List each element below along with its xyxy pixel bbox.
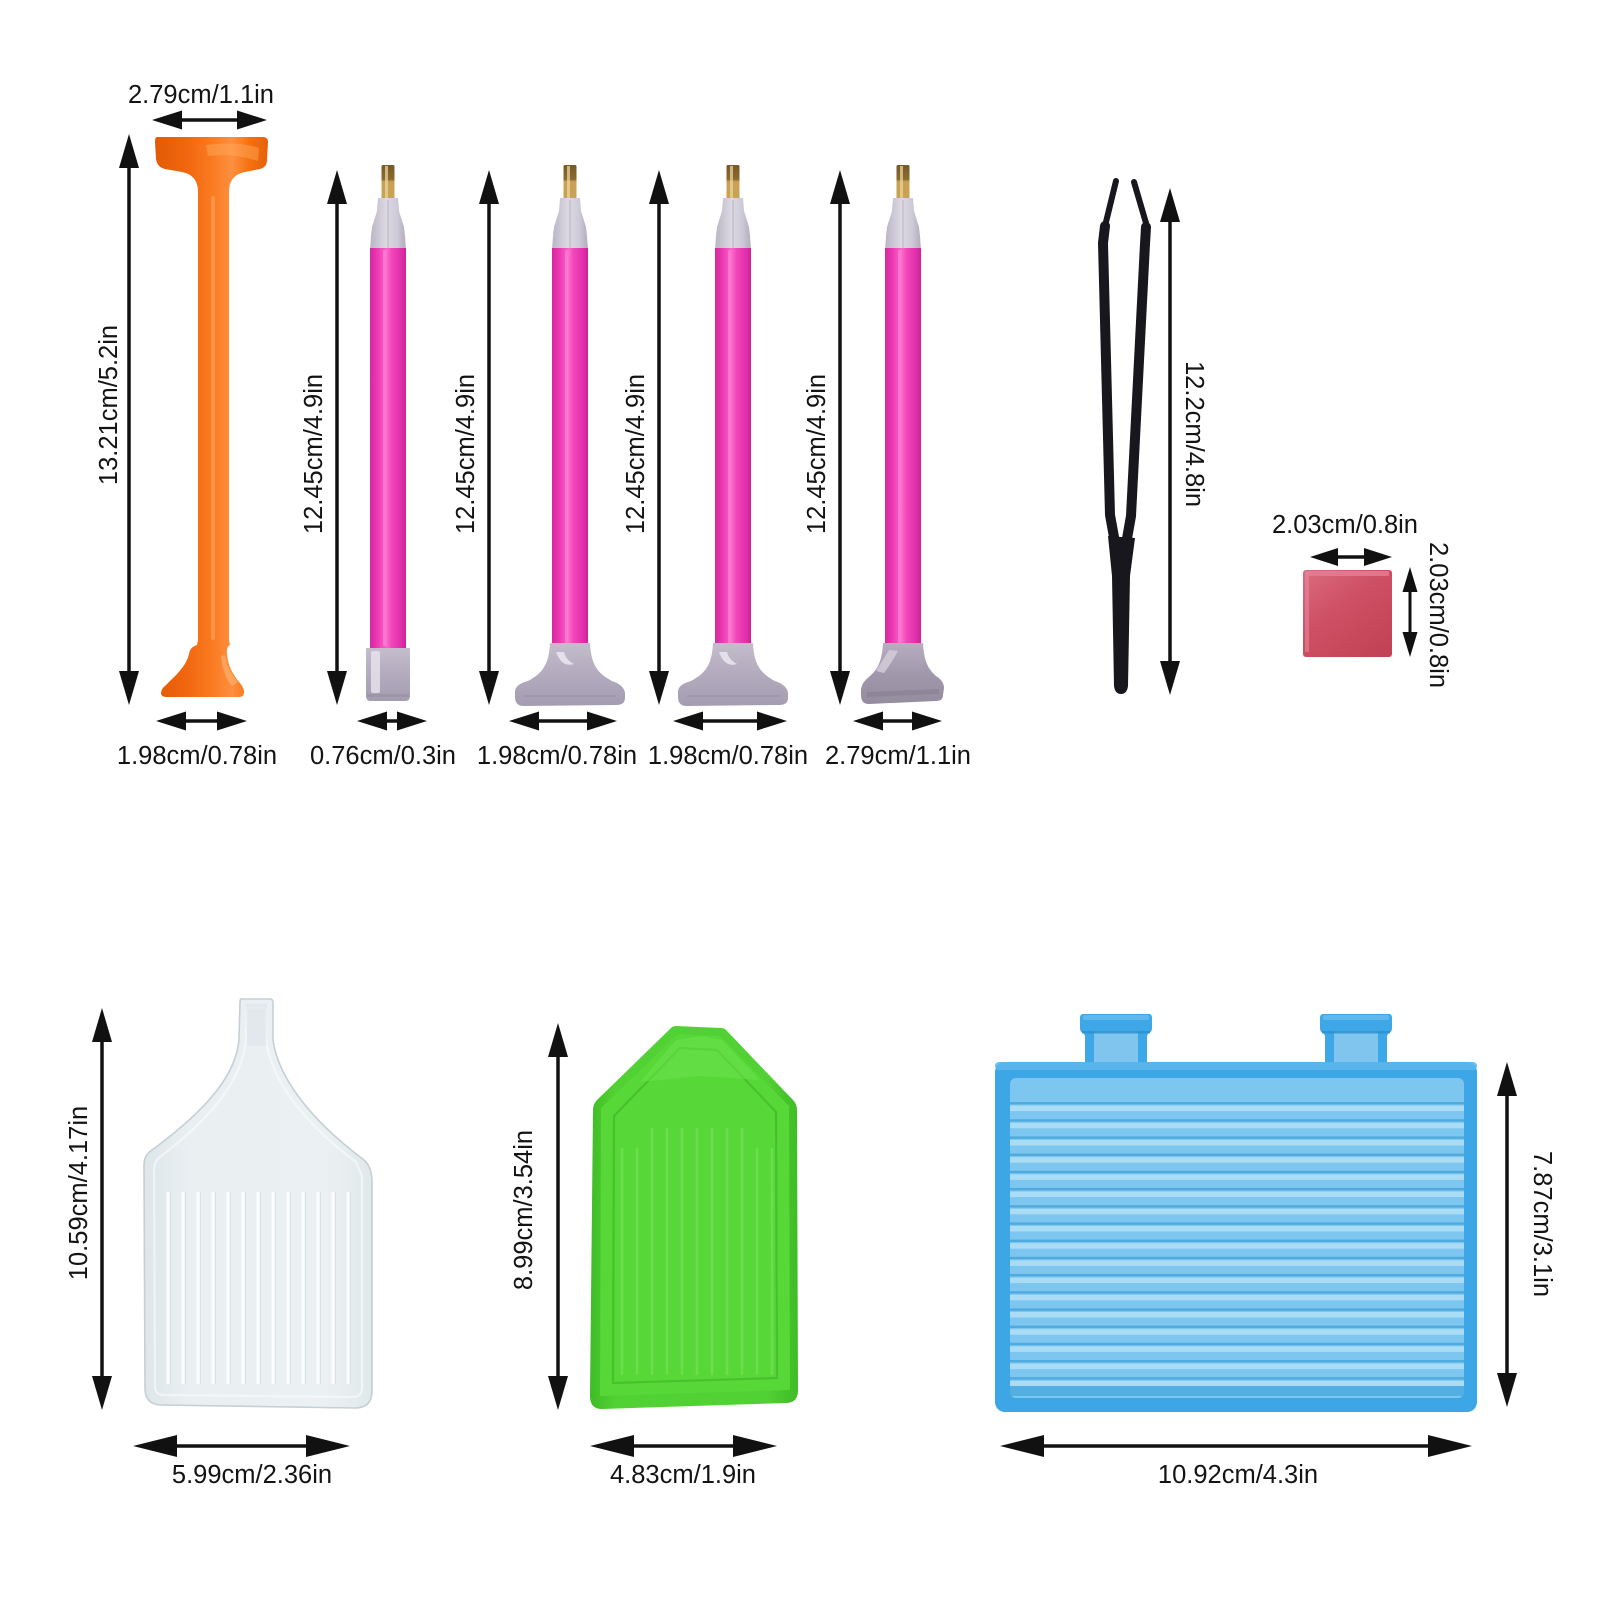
- svg-text:2.79cm/1.1in: 2.79cm/1.1in: [128, 81, 274, 109]
- svg-text:12.45cm/4.9in: 12.45cm/4.9in: [622, 374, 650, 534]
- svg-text:1.98cm/0.78in: 1.98cm/0.78in: [117, 742, 277, 770]
- svg-text:10.92cm/4.3in: 10.92cm/4.3in: [1158, 1461, 1318, 1489]
- svg-text:2.03cm/0.8in: 2.03cm/0.8in: [1424, 542, 1452, 688]
- svg-text:1.98cm/0.78in: 1.98cm/0.78in: [477, 742, 637, 770]
- svg-text:12.45cm/4.9in: 12.45cm/4.9in: [452, 374, 480, 534]
- svg-text:12.2cm/4.8in: 12.2cm/4.8in: [1180, 361, 1208, 507]
- svg-text:2.79cm/1.1in: 2.79cm/1.1in: [825, 742, 971, 770]
- svg-text:8.99cm/3.54in: 8.99cm/3.54in: [510, 1130, 538, 1290]
- svg-text:7.87cm/3.1in: 7.87cm/3.1in: [1528, 1151, 1556, 1297]
- svg-text:10.59cm/4.17in: 10.59cm/4.17in: [65, 1106, 93, 1280]
- svg-text:5.99cm/2.36in: 5.99cm/2.36in: [172, 1461, 332, 1489]
- svg-text:12.45cm/4.9in: 12.45cm/4.9in: [300, 374, 328, 534]
- svg-text:13.21cm/5.2in: 13.21cm/5.2in: [95, 325, 123, 485]
- svg-text:0.76cm/0.3in: 0.76cm/0.3in: [310, 742, 456, 770]
- svg-text:2.03cm/0.8in: 2.03cm/0.8in: [1272, 511, 1418, 539]
- svg-text:4.83cm/1.9in: 4.83cm/1.9in: [610, 1461, 756, 1489]
- svg-text:1.98cm/0.78in: 1.98cm/0.78in: [648, 742, 808, 770]
- svg-text:12.45cm/4.9in: 12.45cm/4.9in: [803, 374, 831, 534]
